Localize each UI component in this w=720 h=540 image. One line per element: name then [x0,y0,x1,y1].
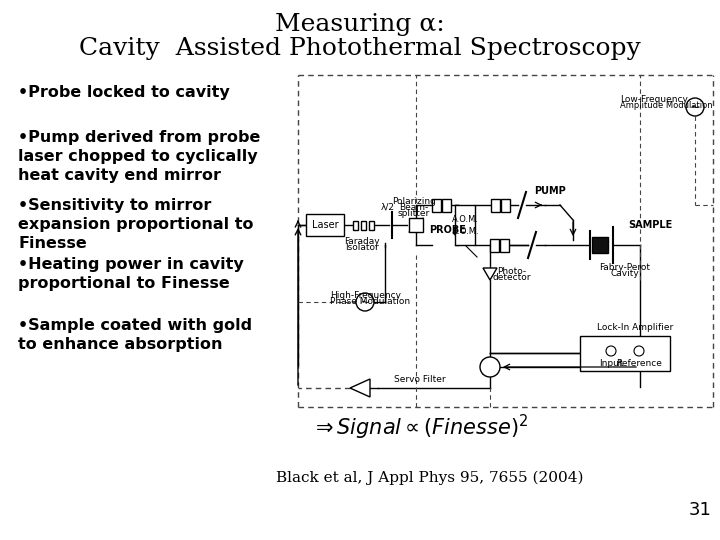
Text: Cavity  Assisted Photothermal Spectroscopy: Cavity Assisted Photothermal Spectroscop… [79,37,641,59]
Bar [490,199,500,212]
Text: Low-Frequency: Low-Frequency [620,94,688,104]
Text: λ/2: λ/2 [381,202,395,212]
Text: Reference: Reference [616,359,662,368]
Polygon shape [350,379,370,397]
Bar [490,239,498,252]
Text: •Pump derived from probe
laser chopped to cyclically
heat cavity end mirror: •Pump derived from probe laser chopped t… [18,130,261,184]
Bar [353,220,358,230]
Text: Measuring α:: Measuring α: [275,14,445,37]
Text: Black et al, J Appl Phys 95, 7655 (2004): Black et al, J Appl Phys 95, 7655 (2004) [276,471,584,485]
Text: Photo-: Photo- [498,267,526,275]
Text: E.O.M.: E.O.M. [451,226,478,235]
Text: Faraday: Faraday [344,237,380,246]
Bar [592,237,608,253]
Text: Phase Modulation: Phase Modulation [330,296,410,306]
Polygon shape [483,268,497,280]
Bar [500,199,510,212]
Text: Cavity: Cavity [611,269,639,279]
Text: detector: detector [492,273,531,282]
Text: $\Rightarrow Signal \propto (Finesse)^{2}$: $\Rightarrow Signal \propto (Finesse)^{2… [311,413,528,442]
Text: A.O.M.: A.O.M. [451,214,479,224]
Bar [441,199,451,212]
Text: splitter: splitter [398,208,430,218]
Circle shape [606,346,616,356]
Text: SAMPLE: SAMPLE [628,220,672,230]
Bar [409,218,423,232]
Text: •Probe locked to cavity: •Probe locked to cavity [18,85,230,100]
Text: Lock-In Amplifier: Lock-In Amplifier [597,323,673,333]
Bar [369,220,374,230]
Text: •Heating power in cavity
proportional to Finesse: •Heating power in cavity proportional to… [18,257,244,291]
Bar [306,214,344,236]
Text: High-Frequency: High-Frequency [330,291,401,300]
Text: 31: 31 [688,501,711,519]
Text: •Sample coated with gold
to enhance absorption: •Sample coated with gold to enhance abso… [18,318,252,352]
Text: Amplitude Modulation: Amplitude Modulation [620,100,713,110]
Circle shape [686,98,704,116]
Text: Polarizing: Polarizing [392,197,436,206]
Text: Isolator: Isolator [345,244,379,253]
Text: Beam-: Beam- [400,202,428,212]
Circle shape [634,346,644,356]
Bar [580,335,670,370]
Text: Laser: Laser [312,220,338,230]
Bar [361,220,366,230]
Text: PROBE: PROBE [430,225,467,235]
Text: PUMP: PUMP [534,186,566,196]
Text: Fabry-Perot: Fabry-Perot [600,262,650,272]
Bar [455,205,475,245]
Circle shape [356,293,374,311]
Text: ~: ~ [360,295,370,308]
Circle shape [480,357,500,377]
Bar [500,239,508,252]
Text: Input: Input [599,359,623,368]
Text: Servo Filter: Servo Filter [394,375,446,384]
Text: ~: ~ [690,100,701,113]
Text: •Sensitivity to mirror
expansion proportional to
Finesse: •Sensitivity to mirror expansion proport… [18,198,253,252]
Bar [431,199,441,212]
